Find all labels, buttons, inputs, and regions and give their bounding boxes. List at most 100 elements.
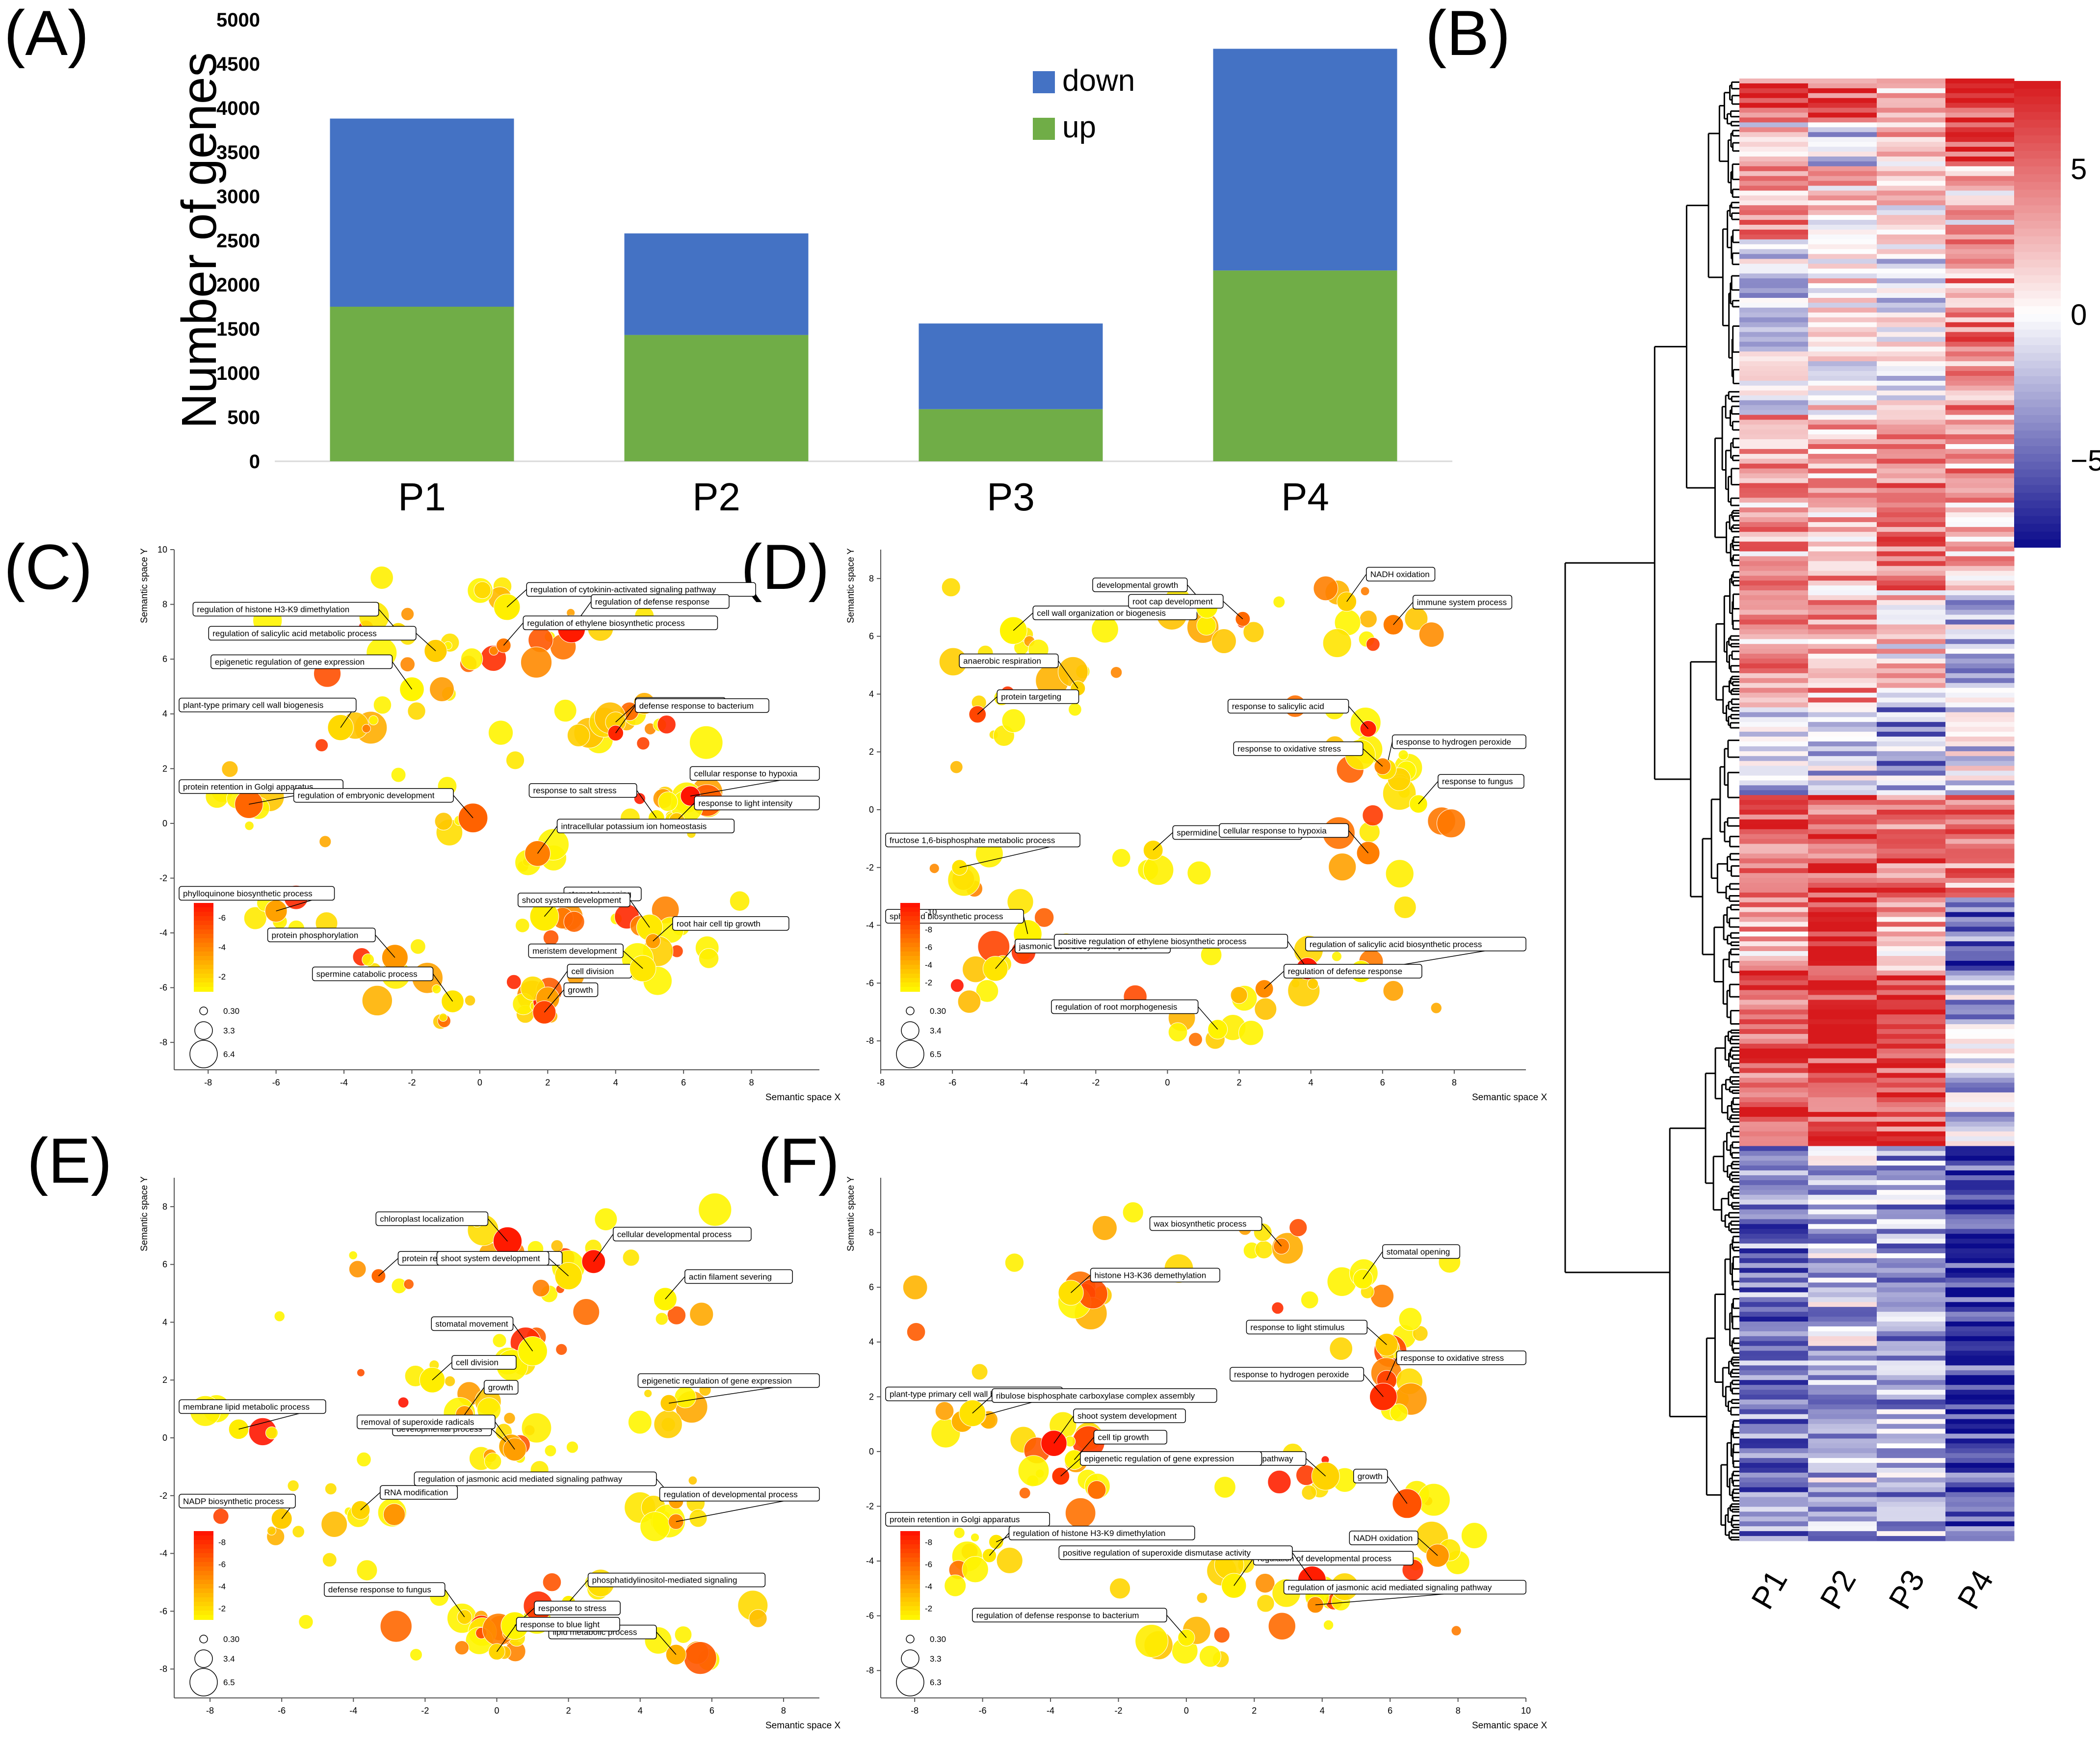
heatmap-cell: [1945, 1472, 2015, 1478]
heatmap-cell: [1808, 1365, 1877, 1371]
heatmap-cell: [1945, 1112, 2015, 1117]
heatmap-cell: [1877, 1502, 1946, 1507]
heatmap-cell: [1877, 644, 1946, 649]
bubble: [555, 1343, 568, 1356]
heatmap-cell: [1945, 1087, 2015, 1093]
heatmap-cell: [1877, 668, 1946, 674]
heatmap-cell: [1739, 298, 1809, 303]
heatmap-cell: [1808, 337, 1877, 342]
heatmap-cell: [1739, 293, 1809, 298]
heatmap-cell: [1739, 1224, 1809, 1229]
heatmap-cell: [1739, 1458, 1809, 1463]
heatmap-cell: [1877, 1175, 1946, 1181]
heatmap-cell: [1739, 1253, 1809, 1259]
heatmap-cell: [1877, 1209, 1946, 1215]
heatmap-cell: [1945, 887, 2015, 893]
x-tick-label-P2: P2: [692, 475, 740, 519]
legend-swatch-down: [1033, 71, 1055, 93]
annotated-bubble: [1375, 1333, 1398, 1356]
bubble: [1255, 1573, 1275, 1593]
annotation-leader: [1418, 781, 1439, 804]
heatmap-cell: [1739, 907, 1809, 913]
heatmap-cell: [1945, 1131, 2015, 1137]
heatmap-cell: [1808, 1312, 1877, 1317]
color-scale-segment: [900, 1566, 920, 1571]
annotation-leader: [1053, 1415, 1074, 1444]
heatmap-cell: [1945, 722, 2015, 727]
heatmap-cell: [1945, 571, 2015, 576]
heatmap-cell: [1739, 566, 1809, 571]
heatmap-cell: [1945, 420, 2015, 425]
heatmap-cell: [1877, 605, 1946, 610]
heatmap-cell: [1877, 107, 1946, 113]
heatmap-cell: [1808, 278, 1877, 284]
color-scale-segment: [194, 974, 213, 979]
annotation-label: NADP biosynthetic process: [183, 1497, 284, 1506]
annotation-label: intracellular potassium ion homeostasis: [561, 821, 707, 831]
heatmap-cell: [1945, 103, 2015, 108]
heatmap-cell: [1877, 190, 1946, 196]
annotated-bubble: [1383, 614, 1404, 635]
heatmap-cell: [1808, 756, 1877, 762]
color-scale-segment: [194, 947, 213, 952]
heatmap-cell: [1945, 210, 2015, 215]
heatmap-cell: [1877, 805, 1946, 810]
color-scale-segment: [900, 956, 920, 961]
heatmap-cell: [1808, 863, 1877, 869]
y-tick-label: 8: [162, 600, 167, 609]
heatmap-cell: [1808, 917, 1877, 922]
annotation-box: [179, 697, 357, 713]
heatmap-cell: [1808, 702, 1877, 708]
bar-up-P2: [624, 335, 809, 461]
color-scale-segment: [900, 921, 920, 926]
bubble: [553, 699, 577, 722]
heatmap-cell: [1808, 356, 1877, 362]
heatmap-cell: [1808, 195, 1877, 201]
heatmap-cell: [1808, 1302, 1877, 1307]
bubble: [1393, 896, 1417, 919]
annotation-label: anaerobic respiration: [963, 657, 1041, 666]
heatmap-cell: [1945, 1214, 2015, 1219]
colorbar-segment: [2014, 314, 2061, 322]
heatmap-cell: [1808, 907, 1877, 913]
heatmap-cell: [1739, 181, 1809, 186]
color-scale-segment: [900, 974, 920, 979]
heatmap-cell: [1808, 824, 1877, 830]
heatmap-cell: [1808, 1146, 1877, 1151]
bubble: [1034, 907, 1054, 927]
heatmap-cell: [1808, 931, 1877, 937]
color-scale-segment: [900, 916, 920, 921]
heatmap-cell: [1808, 453, 1877, 459]
annotation-leader: [989, 1533, 1010, 1556]
annotated-bubble: [959, 1400, 986, 1427]
heatmap-cell: [1808, 829, 1877, 835]
heatmap-cell: [1808, 1399, 1877, 1405]
heatmap-cell: [1739, 644, 1809, 649]
heatmap-cell: [1877, 137, 1946, 142]
annotation-box: [1073, 1408, 1186, 1423]
heatmap-cell: [1739, 536, 1809, 542]
heatmap-cell: [1808, 785, 1877, 791]
heatmap-cell: [1945, 1317, 2015, 1322]
x-tick-label: 0: [1184, 1706, 1189, 1716]
heatmap-cell: [1877, 1214, 1946, 1219]
heatmap-cell: [1808, 1341, 1877, 1347]
heatmap-cell: [1877, 400, 1946, 406]
annotation-box: [516, 1617, 620, 1632]
heatmap-cell: [1808, 1531, 1877, 1536]
size-legend-circle: [199, 1006, 208, 1015]
colorbar-segment: [2014, 399, 2061, 408]
heatmap-cell: [1945, 1194, 2015, 1200]
heatmap-cell: [1808, 1282, 1877, 1288]
size-legend-circle: [189, 1668, 218, 1696]
heatmap-cell: [1945, 200, 2015, 206]
heatmap-cell: [1877, 1307, 1946, 1312]
color-scale-tick-label: -4: [218, 943, 226, 952]
annotation-leader: [593, 1234, 614, 1262]
heatmap-cell: [1739, 790, 1809, 795]
heatmap-cell: [1739, 453, 1809, 459]
color-scale-segment: [194, 912, 213, 917]
heatmap-cell: [1945, 1170, 2015, 1176]
heatmap-cell: [1739, 673, 1809, 679]
heatmap-cell: [1808, 415, 1877, 420]
